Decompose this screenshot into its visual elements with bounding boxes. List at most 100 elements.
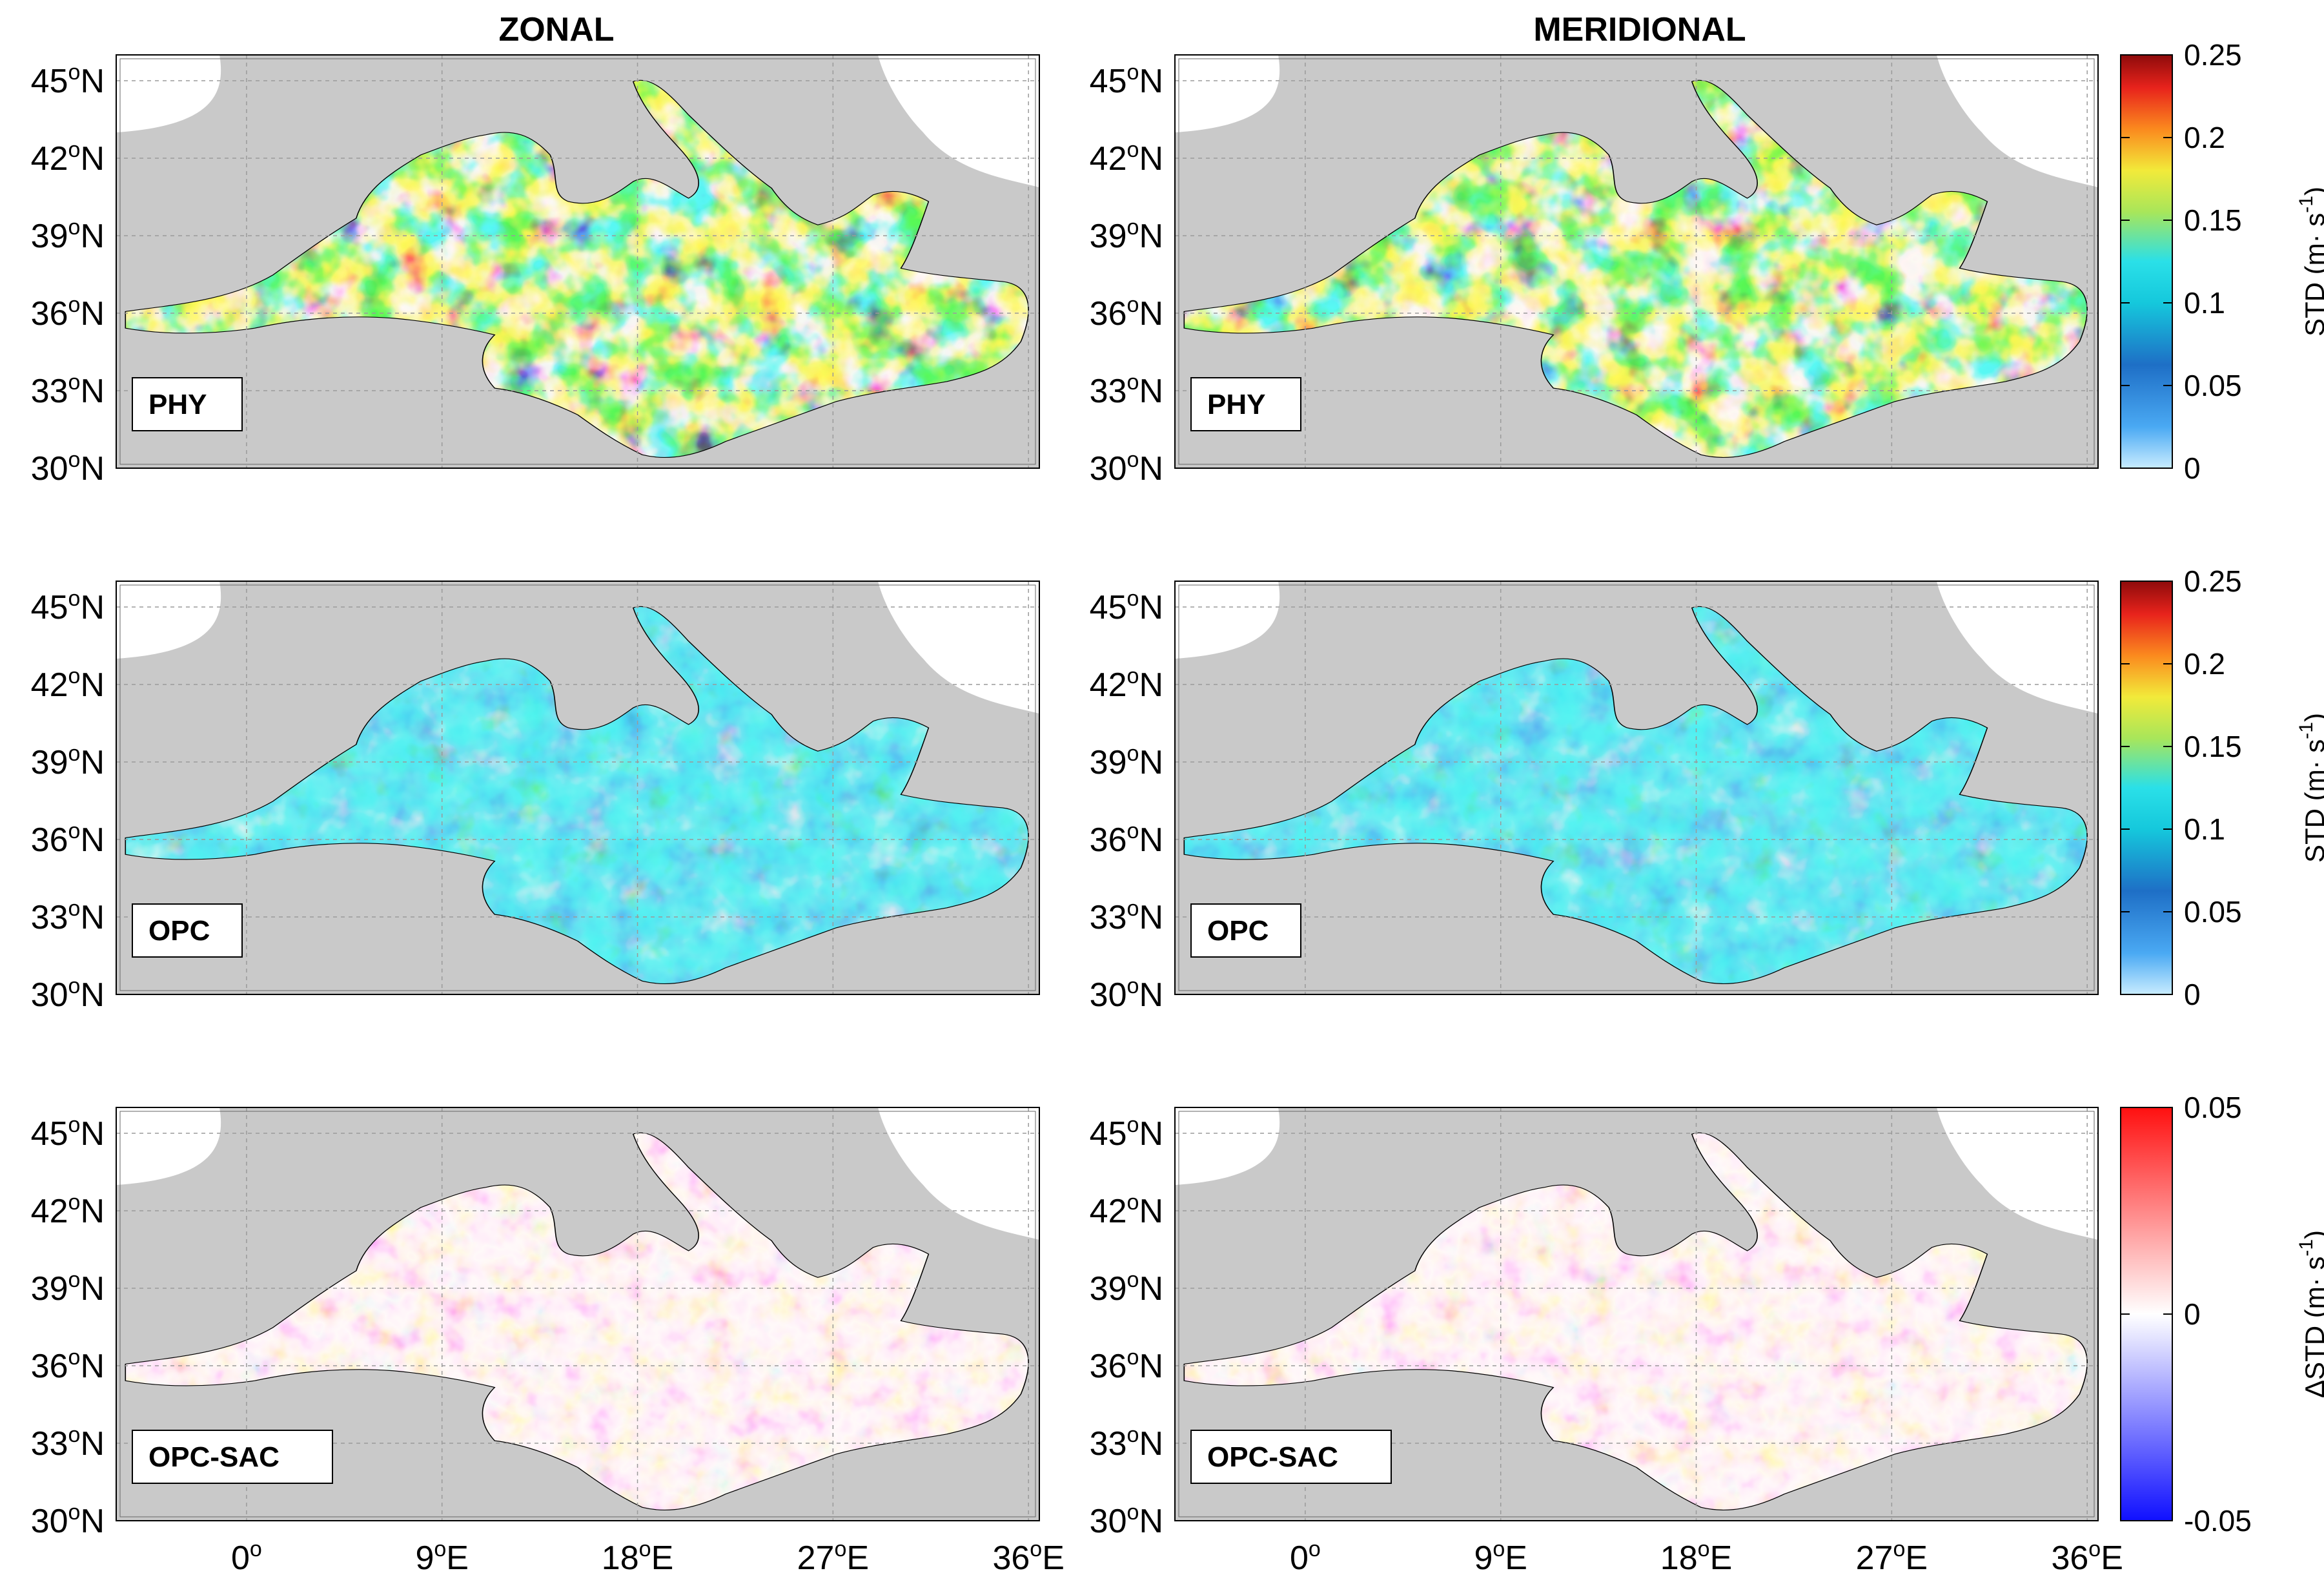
lat-tick-label: 33oN xyxy=(1090,370,1163,410)
lat-tick-label: 30oN xyxy=(1090,447,1163,488)
colorbar-tick-label: 0.1 xyxy=(2184,812,2225,846)
lat-tick-label: 39oN xyxy=(1090,215,1163,255)
lon-tick-label: 18oE xyxy=(1660,1537,1732,1577)
lat-tick-label: 33oN xyxy=(1090,896,1163,936)
panel-label-box xyxy=(1190,377,1301,431)
panel-label: OPC-SAC xyxy=(1207,1441,1338,1473)
outside-region-west xyxy=(1175,1107,1280,1185)
map-frame-inner xyxy=(1178,1111,2095,1517)
lat-tick-label: 39oN xyxy=(31,215,105,255)
lat-tick-label: 45oN xyxy=(31,586,105,626)
colorbar-ramp xyxy=(2120,54,2173,469)
map-panel-opc-zonal: OPC 30oN 33oN 36oN 39oN 42oN 45oN xyxy=(31,581,1040,1014)
lon-tick-label: 27oE xyxy=(797,1537,869,1577)
colorbar-tick-label: 0.1 xyxy=(2184,286,2225,320)
lon-tick-label: 9oE xyxy=(1474,1537,1527,1577)
lon-tick-label: 9oE xyxy=(415,1537,469,1577)
panel-label-box xyxy=(1190,903,1301,958)
colorbar-tick-label: 0 xyxy=(2184,1297,2201,1331)
panel-label: PHY xyxy=(1207,389,1265,420)
colorbar-tick-label: 0 xyxy=(2184,451,2201,485)
map-frame xyxy=(1174,581,2099,995)
lat-tick-label: 45oN xyxy=(1090,586,1163,626)
colorbar-tick-label: 0.05 xyxy=(2184,1091,2242,1124)
colorbar-tick-label: 0.2 xyxy=(2184,121,2225,154)
lat-tick-label: 42oN xyxy=(1090,664,1163,704)
colorbar-tick-label: 0.15 xyxy=(2184,203,2242,237)
colorbar-tick-label: 0.2 xyxy=(2184,647,2225,681)
lat-tick-label: 39oN xyxy=(31,741,105,781)
lat-tick-label: 36oN xyxy=(31,819,105,859)
lat-tick-label: 30oN xyxy=(1090,1500,1163,1540)
column-title-meridional: MERIDIONAL xyxy=(1533,11,1746,48)
lat-tick-label: 45oN xyxy=(1090,1113,1163,1153)
lat-tick-label: 45oN xyxy=(1090,60,1163,100)
map-panel-opc-sac-zonal: OPC-SAC 30oN 33oN 36oN 39oN 42oN 45oN 0o 9oE 18oE… xyxy=(31,1107,1065,1577)
outside-region-west xyxy=(116,55,221,132)
map-frame-inner xyxy=(119,584,1036,991)
outside-region-west xyxy=(1175,55,1280,132)
lon-tick-label: 36oE xyxy=(2051,1537,2123,1577)
lat-tick-label: 33oN xyxy=(31,1423,105,1463)
map-panel-phy-meridional: PHY 30oN 33oN 36oN 39oN 42oN 45oN xyxy=(1090,54,2099,488)
lat-tick-label: 42oN xyxy=(1090,138,1163,178)
map-frame-inner xyxy=(119,58,1036,465)
outside-region-west xyxy=(116,581,221,659)
colorbar-phy: 0 0.05 0.1 0.15 0.2 0.25 STD (m· s-1) xyxy=(2120,38,2324,485)
outside-region-east xyxy=(1937,1107,2098,1240)
lat-tick-label: 36oN xyxy=(31,293,105,333)
outside-region-west xyxy=(1175,581,1280,659)
outside-region-east xyxy=(878,1107,1039,1240)
map-frame xyxy=(116,1107,1040,1521)
panel-label: PHY xyxy=(148,389,207,420)
colorbar-label: ΔSTD (m· s-1) xyxy=(2296,1230,2324,1398)
map-frame xyxy=(1174,54,2099,469)
lat-tick-label: 39oN xyxy=(31,1268,105,1308)
lat-tick-label: 30oN xyxy=(31,1500,105,1540)
lat-tick-label: 36oN xyxy=(1090,819,1163,859)
lat-tick-label: 45oN xyxy=(31,60,105,100)
colorbar-tick-label: 0 xyxy=(2184,978,2201,1011)
lat-tick-label: 45oN xyxy=(31,1113,105,1153)
lat-tick-label: 30oN xyxy=(31,974,105,1014)
panel-label: OPC xyxy=(1207,915,1269,947)
lat-tick-label: 36oN xyxy=(31,1345,105,1385)
panel-label: OPC xyxy=(148,915,210,947)
outside-region-east xyxy=(1937,581,2098,714)
colorbar-tick-label: 0.25 xyxy=(2184,38,2242,72)
colorbar-tick-label: 0.15 xyxy=(2184,730,2242,763)
panel-label: OPC-SAC xyxy=(148,1441,280,1473)
panel-label-box xyxy=(132,1430,333,1484)
lon-tick-label: 0o xyxy=(231,1537,262,1577)
lat-tick-label: 33oN xyxy=(31,370,105,410)
map-panel-phy-zonal: PHY 30oN 33oN 36oN 39oN 42oN 45oN xyxy=(31,54,1040,488)
lon-tick-label: 18oE xyxy=(602,1537,673,1577)
lon-tick-label: 27oE xyxy=(1856,1537,1928,1577)
lat-tick-label: 33oN xyxy=(31,896,105,936)
panel-label-box xyxy=(132,377,243,431)
colorbar-opc-sac: -0.05 0 0.05 ΔSTD (m· s-1) xyxy=(2120,1091,2324,1538)
colorbar-label: STD (m· s-1) xyxy=(2296,713,2324,863)
colorbar-tick-label: 0.25 xyxy=(2184,564,2242,598)
outside-region-east xyxy=(878,55,1039,187)
panel-label-box xyxy=(132,903,243,958)
lat-tick-label: 30oN xyxy=(1090,974,1163,1014)
map-frame xyxy=(116,54,1040,469)
lat-tick-label: 36oN xyxy=(1090,1345,1163,1385)
lon-tick-label: 36oE xyxy=(992,1537,1064,1577)
colorbar-tick-label: -0.05 xyxy=(2184,1504,2252,1538)
lat-tick-label: 42oN xyxy=(31,664,105,704)
map-frame-inner xyxy=(1178,58,2095,465)
lat-tick-label: 42oN xyxy=(31,1190,105,1230)
map-frame-inner xyxy=(119,1111,1036,1517)
panel-label-box xyxy=(1190,1430,1392,1484)
map-panel-opc-sac-meridional: OPC-SAC 30oN 33oN 36oN 39oN 42oN 45oN 0o 9oE 18oE… xyxy=(1090,1107,2123,1577)
map-frame xyxy=(116,581,1040,995)
lat-tick-label: 39oN xyxy=(1090,1268,1163,1308)
colorbar-opc: 0 0.05 0.1 0.15 0.2 0.25 STD (m· s-1) xyxy=(2120,564,2324,1011)
map-frame-inner xyxy=(1178,584,2095,991)
lat-tick-label: 42oN xyxy=(31,138,105,178)
lon-tick-label: 0o xyxy=(1290,1537,1321,1577)
map-frame xyxy=(1174,1107,2099,1521)
